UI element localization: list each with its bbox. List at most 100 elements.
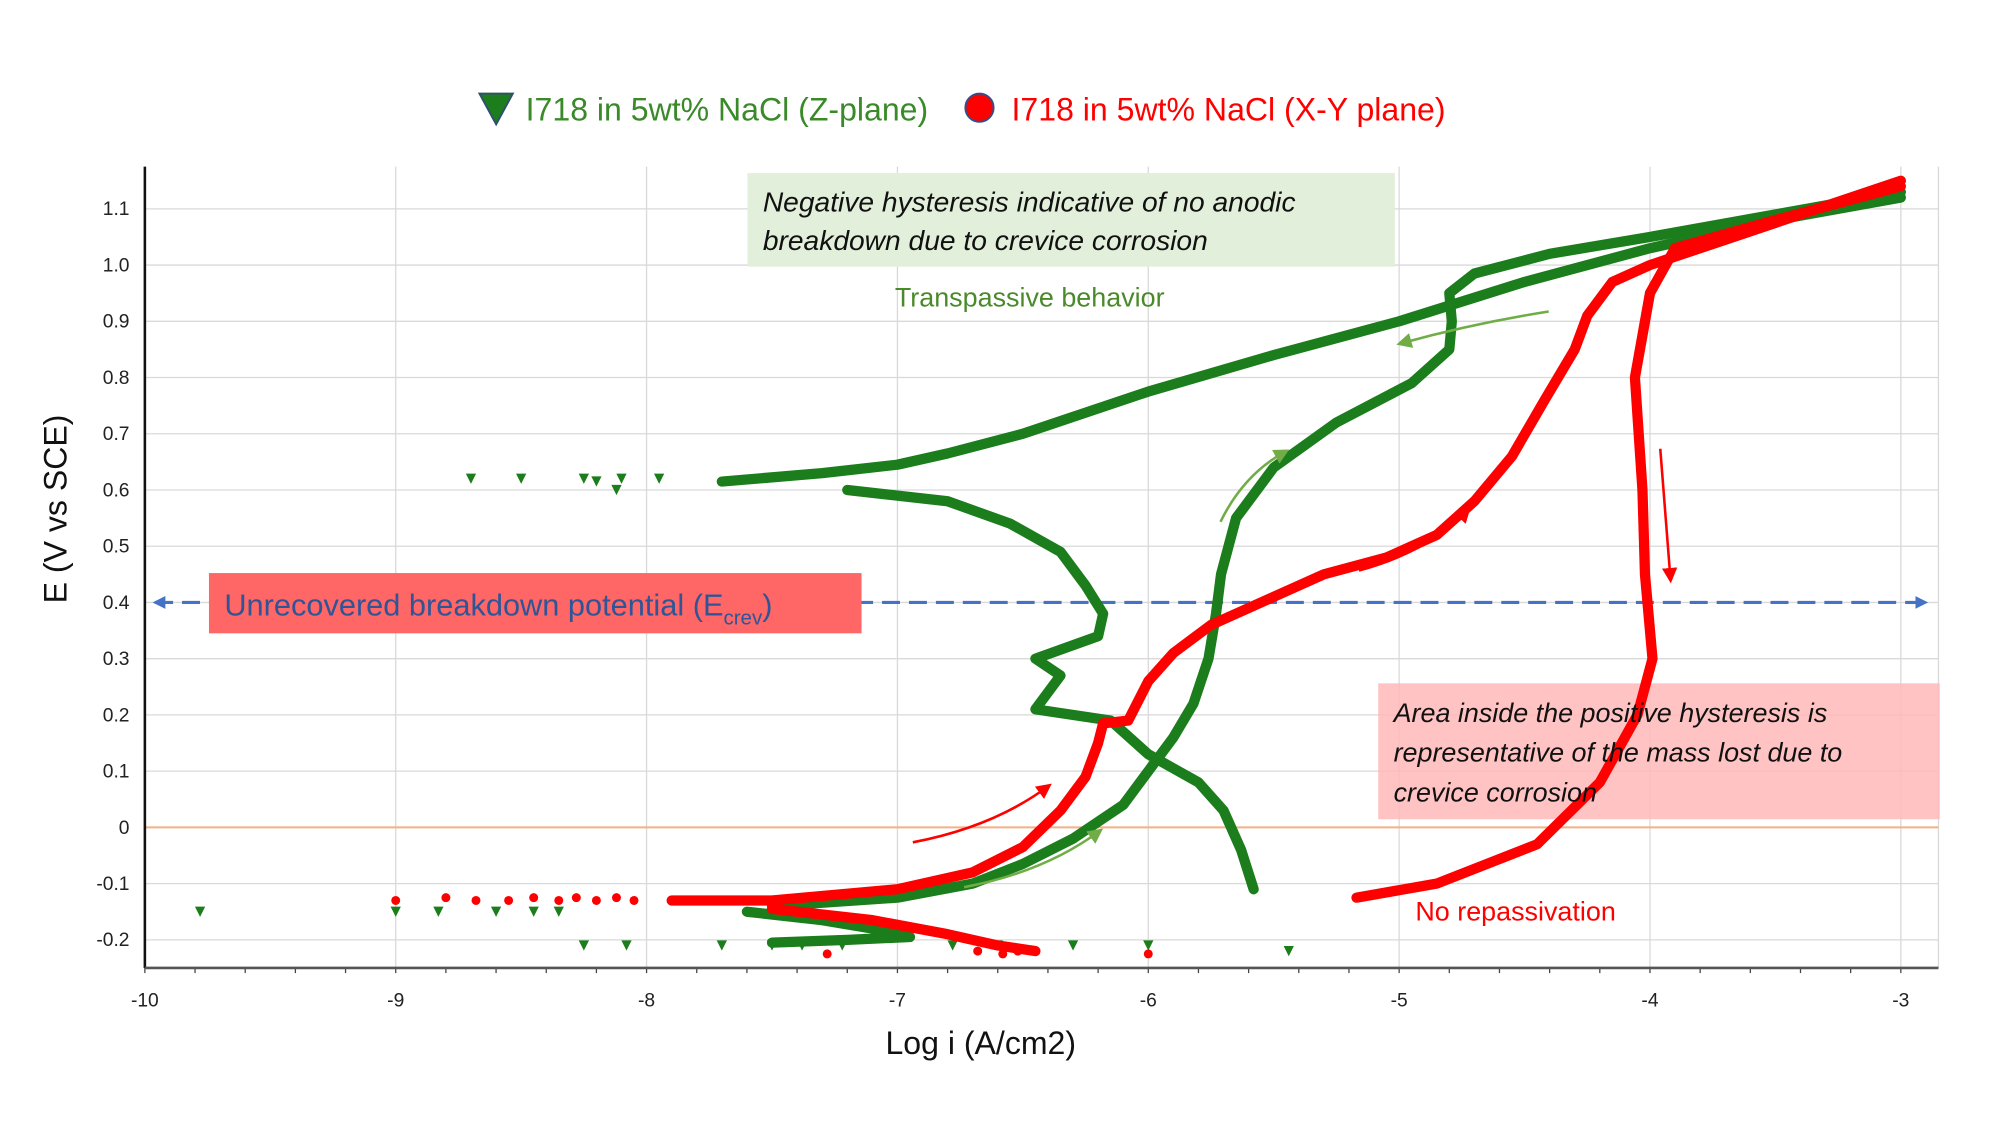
data-point — [578, 473, 589, 484]
series-z-plane — [194, 186, 1906, 957]
data-point — [554, 895, 564, 905]
y-tick-label: 0.7 — [103, 424, 130, 445]
data-point — [973, 946, 983, 956]
data-point — [391, 895, 401, 905]
data-point — [716, 940, 727, 951]
x-axis-label: Log i (A/cm2) — [885, 1025, 1076, 1061]
data-point — [796, 940, 808, 951]
negative-hysteresis-box — [747, 173, 1395, 267]
y-tick-label: 1.0 — [103, 255, 130, 276]
data-point — [629, 895, 639, 905]
data-point — [1143, 940, 1154, 951]
data-point — [516, 473, 527, 484]
negative-hysteresis-line-1: Negative hysteresis indicative of no ano… — [763, 186, 1296, 218]
data-point — [441, 893, 451, 903]
x-tick-label: -6 — [1140, 990, 1157, 1011]
data-point — [1013, 946, 1023, 956]
legend: I718 in 5wt% NaCl (Z-plane) I718 in 5wt%… — [477, 92, 1446, 128]
data-point — [766, 940, 778, 951]
red-arrow-forward-upper — [1358, 507, 1471, 572]
x-tick-label: -9 — [387, 990, 404, 1011]
positive-hysteresis-line-2: representative of the mass lost due to — [1394, 738, 1843, 768]
y-tick-label: -0.2 — [96, 930, 129, 951]
data-point — [1143, 949, 1153, 959]
data-point — [611, 893, 621, 903]
data-point — [611, 484, 622, 496]
data-point — [837, 940, 848, 951]
green-arrow-reverse — [1396, 310, 1549, 348]
data-point — [490, 906, 502, 917]
data-point — [433, 906, 444, 917]
data-point — [553, 906, 564, 917]
data-curve — [766, 186, 1906, 912]
positive-hysteresis-box — [1378, 683, 1940, 820]
annotation-arrows — [912, 310, 1678, 889]
green-arrow-forward-upper — [1219, 449, 1290, 523]
data-point — [504, 895, 514, 905]
data-curve — [741, 906, 916, 948]
y-tick-label: 0.6 — [103, 480, 130, 501]
y-tick-label: -0.1 — [96, 874, 129, 895]
y-tick-label: 0.4 — [103, 593, 130, 614]
data-point — [616, 473, 627, 484]
legend-label-z-plane: I718 in 5wt% NaCl (Z-plane) — [526, 92, 929, 128]
y-tick-label: 0.8 — [103, 368, 130, 389]
y-tick-label: 0.1 — [103, 762, 130, 783]
data-point — [653, 473, 665, 484]
data-point — [465, 473, 477, 484]
breakdown-label-main: Unrecovered breakdown potential (E — [224, 587, 723, 622]
breakdown-label-close: ) — [762, 587, 772, 622]
legend-triangle-icon — [477, 92, 515, 127]
breakdown-label-sub: crev — [723, 606, 762, 629]
data-point — [822, 949, 832, 959]
breakdown-label: Unrecovered breakdown potential (Ecrev) — [224, 587, 772, 629]
data-curve — [1351, 181, 1906, 903]
positive-hysteresis-line-1: Area inside the positive hysteresis is — [1392, 698, 1828, 728]
data-point — [1283, 945, 1294, 957]
x-tick-label: -10 — [131, 990, 159, 1011]
data-point — [947, 940, 958, 951]
data-curve — [716, 192, 1906, 487]
y-tick-label: 0.2 — [103, 705, 130, 726]
red-arrow-reverse — [1658, 448, 1678, 584]
series-layer — [194, 175, 1906, 959]
x-tick-label: -4 — [1641, 990, 1658, 1011]
data-point — [528, 906, 539, 917]
y-tick-label: 0 — [119, 818, 130, 839]
red-arrow-forward-lower — [912, 783, 1052, 844]
data-point — [471, 895, 481, 905]
data-point — [998, 949, 1008, 959]
negative-hysteresis-line-2: breakdown due to crevice corrosion — [763, 224, 1208, 256]
positive-hysteresis-line-3: crevice corrosion — [1394, 777, 1597, 807]
legend-label-xy-plane: I718 in 5wt% NaCl (X-Y plane) — [1012, 92, 1446, 128]
axes: -10 -9 -8 -7 -6 -5 -4 -3 -0.2 -0.1 0 0.1 0.2 0.3 0.4 0.… — [96, 166, 1939, 1011]
y-tick-label: 0.3 — [103, 649, 130, 670]
data-point — [578, 940, 589, 951]
x-tick-label: -7 — [889, 990, 906, 1011]
data-point — [1067, 940, 1079, 951]
data-point — [621, 940, 632, 951]
x-tick-label: -3 — [1892, 990, 1909, 1011]
data-point — [529, 893, 539, 903]
x-tick-label: -5 — [1391, 990, 1408, 1011]
data-point — [194, 906, 206, 917]
data-point — [390, 906, 401, 917]
data-curve — [766, 903, 1041, 957]
data-curve — [842, 484, 1259, 895]
data-point — [571, 893, 581, 903]
no-repassivation-label: No repassivation — [1415, 897, 1615, 927]
y-tick-label: 1.1 — [103, 199, 130, 220]
data-curve — [666, 175, 1906, 906]
y-tick-label: 0.9 — [103, 312, 130, 333]
data-point — [591, 476, 602, 487]
breakdown-label-box — [208, 573, 862, 634]
x-tick-label: -8 — [638, 990, 655, 1011]
series-xy-plane — [391, 175, 1906, 959]
legend-circle-icon — [964, 92, 995, 123]
data-point — [591, 895, 601, 905]
green-arrow-forward-lower — [963, 828, 1104, 889]
y-axis-label: E (V vs SCE) — [38, 415, 74, 604]
y-tick-label: 0.5 — [103, 537, 130, 558]
transpassive-label: Transpassive behavior — [895, 282, 1165, 312]
